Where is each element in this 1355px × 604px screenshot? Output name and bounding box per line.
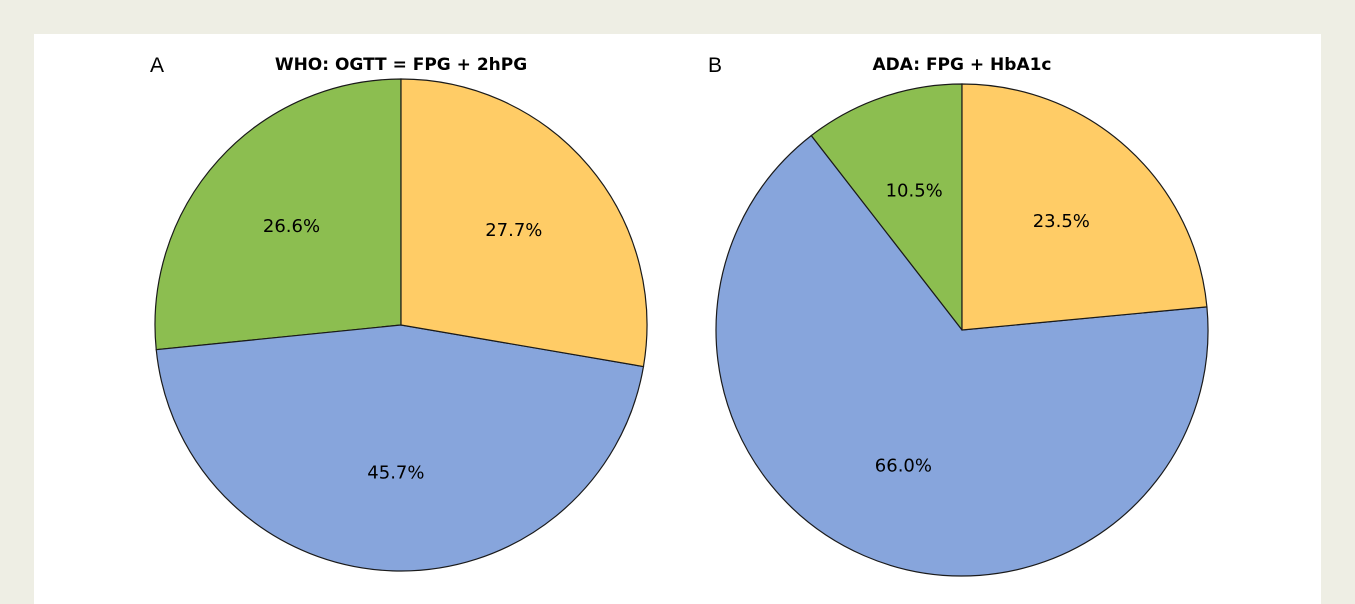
pie-a-slice-3	[154, 78, 402, 351]
pie-b-slice-2-label: 66.0%	[875, 456, 932, 477]
pie-b-slice-3-label: 10.5%	[886, 180, 943, 201]
panel-letter-a: A	[150, 54, 164, 77]
pie-a-slice-3-label: 26.6%	[263, 216, 320, 237]
pie-a-slice-2-label: 45.7%	[367, 463, 424, 484]
pie-chart-b: B ADA: FPG + HbA1c 23.5% 66.0% 10.5%	[708, 54, 1209, 577]
pie-a-slice-1	[400, 78, 648, 368]
pie-chart-a: A WHO: OGTT = FPG + 2hPG 27.7% 45.7% 26.6%	[150, 54, 648, 572]
chart-title-b: ADA: FPG + HbA1c	[872, 55, 1051, 75]
chart-title-a: WHO: OGTT = FPG + 2hPG	[275, 55, 527, 75]
pie-b-slice-1	[961, 83, 1208, 331]
pie-a-slice-2	[155, 324, 645, 572]
pie-b-slice-3	[810, 83, 963, 332]
pie-b-slice-2	[715, 134, 1209, 577]
pie-b-slice-1-label: 23.5%	[1033, 211, 1090, 232]
pie-a-slice-1-label: 27.7%	[485, 220, 542, 241]
panel-letter-b: B	[708, 54, 722, 77]
